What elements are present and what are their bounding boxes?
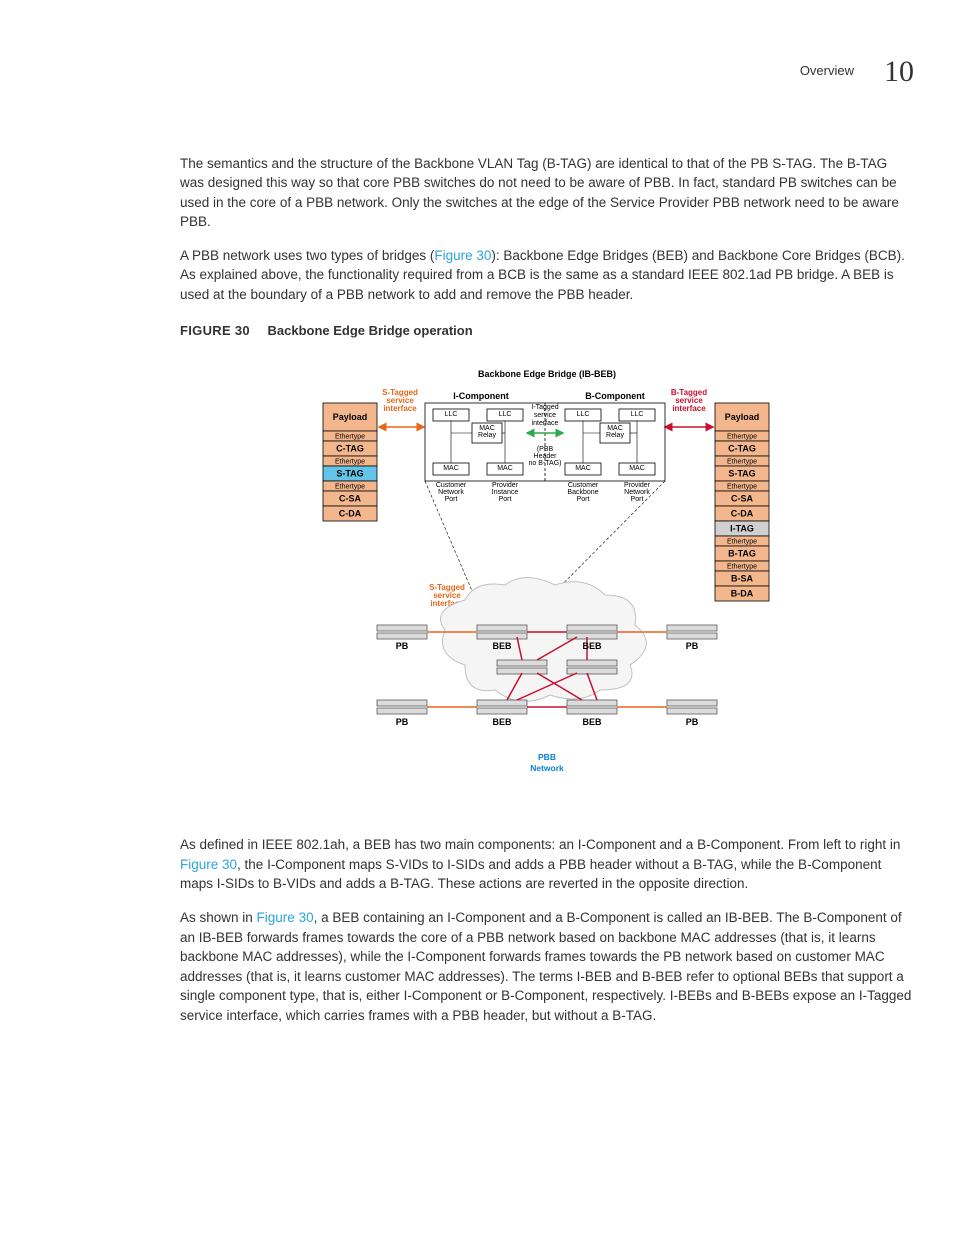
svg-text:S-TAG: S-TAG	[728, 469, 755, 479]
svg-text:Ethertype: Ethertype	[335, 484, 365, 491]
page-header: Overview 10	[180, 50, 914, 94]
svg-text:ProviderInstancePort: ProviderInstancePort	[492, 482, 519, 503]
figure-caption-text: Backbone Edge Bridge operation	[268, 323, 473, 338]
svg-text:PB: PB	[686, 717, 699, 727]
pbb-network-label: PBBNetwork	[530, 752, 564, 773]
svg-text:S-TAG: S-TAG	[336, 469, 363, 479]
svg-text:LLC: LLC	[445, 411, 458, 418]
figure-caption: FIGURE 30 Backbone Edge Bridge operation	[180, 322, 914, 341]
pbb-hdr-label: (PBBHeaderno B-TAG)	[529, 446, 562, 467]
svg-text:C-SA: C-SA	[339, 494, 361, 504]
svg-text:PB: PB	[396, 717, 409, 727]
svg-text:LLC: LLC	[631, 411, 644, 418]
svg-text:Ethertype: Ethertype	[335, 434, 365, 441]
svg-text:PB: PB	[396, 641, 409, 651]
fig-title: Backbone Edge Bridge (IB-BEB)	[478, 369, 616, 379]
svg-text:Ethertype: Ethertype	[727, 539, 757, 546]
p3b: , the I-Component maps S-VIDs to I-SIDs …	[180, 857, 881, 892]
svg-text:MACRelay: MACRelay	[606, 425, 624, 439]
svg-text:C-DA: C-DA	[339, 509, 362, 519]
svg-text:B-DA: B-DA	[731, 589, 754, 599]
paragraph-4: As shown in Figure 30, a BEB containing …	[180, 908, 914, 1025]
svg-text:MAC: MAC	[629, 465, 645, 472]
svg-text:LLC: LLC	[499, 411, 512, 418]
paragraph-1: The semantics and the structure of the B…	[180, 154, 914, 232]
svg-text:Payload: Payload	[333, 412, 368, 422]
p3a: As defined in IEEE 802.1ah, a BEB has tw…	[180, 837, 900, 852]
svg-text:C-TAG: C-TAG	[728, 444, 756, 454]
svg-text:Payload: Payload	[725, 412, 760, 422]
s-tagged-label: S-Taggedserviceinterface	[382, 388, 418, 413]
i-tagged-label: I-Taggedserviceinterface	[531, 404, 558, 427]
svg-text:BEB: BEB	[582, 641, 602, 651]
svg-text:BEB: BEB	[582, 717, 602, 727]
i-comp-label: I-Component	[453, 391, 509, 401]
b-comp-label: B-Component	[585, 391, 645, 401]
p4b: , a BEB containing an I-Component and a …	[180, 910, 911, 1023]
figure-link[interactable]: Figure 30	[257, 910, 314, 925]
svg-text:MAC: MAC	[443, 465, 459, 472]
svg-text:CustomerBackbonePort: CustomerBackbonePort	[567, 482, 598, 503]
b-tagged-label: B-Taggedserviceinterface	[671, 388, 707, 413]
paragraph-3: As defined in IEEE 802.1ah, a BEB has tw…	[180, 835, 914, 894]
svg-text:C-SA: C-SA	[731, 494, 753, 504]
svg-text:PB: PB	[686, 641, 699, 651]
svg-text:Ethertype: Ethertype	[727, 459, 757, 466]
svg-text:Ethertype: Ethertype	[727, 434, 757, 441]
svg-text:CustomerNetworkPort: CustomerNetworkPort	[436, 482, 467, 503]
p2a: A PBB network uses two types of bridges …	[180, 248, 434, 263]
svg-text:Ethertype: Ethertype	[335, 459, 365, 466]
svg-text:Ethertype: Ethertype	[727, 564, 757, 571]
svg-text:MAC: MAC	[497, 465, 513, 472]
svg-text:BEB: BEB	[492, 641, 512, 651]
figure-link[interactable]: Figure 30	[180, 857, 237, 872]
svg-text:LLC: LLC	[577, 411, 590, 418]
svg-text:B-SA: B-SA	[731, 574, 753, 584]
svg-text:C-TAG: C-TAG	[336, 444, 364, 454]
svg-text:MACRelay: MACRelay	[478, 425, 496, 439]
p4a: As shown in	[180, 910, 257, 925]
svg-text:Ethertype: Ethertype	[727, 484, 757, 491]
svg-text:MAC: MAC	[575, 465, 591, 472]
page-number: 10	[884, 50, 914, 94]
svg-text:C-DA: C-DA	[731, 509, 754, 519]
svg-text:I-TAG: I-TAG	[730, 524, 754, 534]
figure-prefix: FIGURE 30	[180, 323, 250, 338]
left-stack: Payload Ethertype C-TAG Ethertype S-TAG Ether…	[323, 403, 377, 521]
svg-text:BEB: BEB	[492, 717, 512, 727]
figure-link[interactable]: Figure 30	[434, 248, 491, 263]
right-stack: Payload Ethertype C-TAG Ethertype S-TAG Ether…	[715, 403, 769, 601]
figure-30: Backbone Edge Bridge (IB-BEB) Payload Eth…	[317, 365, 777, 805]
paragraph-2: A PBB network uses two types of bridges …	[180, 246, 914, 305]
svg-text:B-TAG: B-TAG	[728, 549, 756, 559]
header-overview: Overview	[800, 62, 854, 81]
